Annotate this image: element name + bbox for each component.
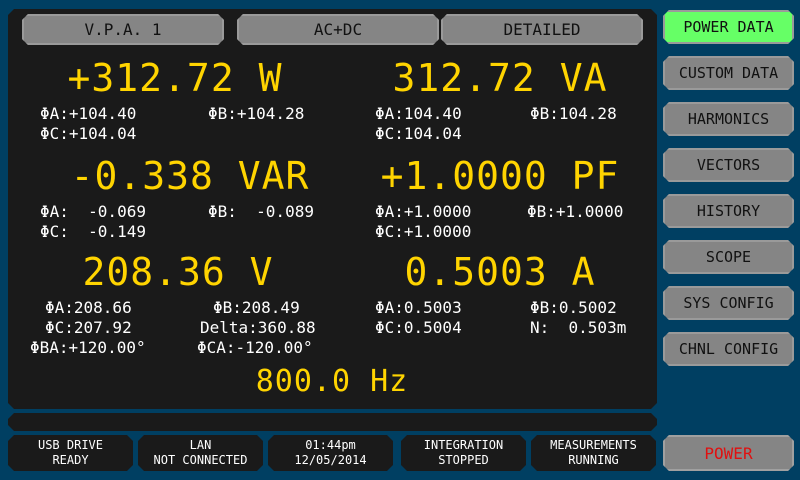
menu-chnl-config[interactable]: CHNL CONFIG <box>663 332 794 366</box>
amps-phase-c: ΦC:0.5004 <box>375 318 462 337</box>
status-date: 12/05/2014 <box>294 453 367 467</box>
amps-neutral: N: 0.503m <box>530 318 627 337</box>
var-phase-b: ΦB: -0.089 <box>208 202 314 221</box>
va-phase-b: ΦB:104.28 <box>530 104 617 123</box>
va-value: 312.72 VA <box>392 56 608 100</box>
status-clock: 01:44pm 12/05/2014 <box>268 435 393 471</box>
volts-phase-a: ΦA:208.66 <box>45 298 132 317</box>
status-measurements-state: RUNNING <box>568 453 619 467</box>
amps-phase-b: ΦB:0.5002 <box>530 298 617 317</box>
watts-value: +312.72 W <box>67 56 283 100</box>
volts-phase-b: ΦB:208.49 <box>213 298 300 317</box>
tab-view-mode[interactable]: DETAILED <box>441 14 643 45</box>
status-usb-state: READY <box>52 453 89 467</box>
pf-phase-c: ΦC:+1.0000 <box>375 222 472 241</box>
menu-scope[interactable]: SCOPE <box>663 240 794 274</box>
var-phase-a: ΦA: -0.069 <box>40 202 146 221</box>
status-usb: USB DRIVE READY <box>8 435 133 471</box>
pf-phase-a: ΦA:+1.0000 <box>375 202 472 221</box>
menu-power-data[interactable]: POWER DATA <box>663 10 794 44</box>
menu-custom-data[interactable]: CUSTOM DATA <box>663 56 794 90</box>
message-bar <box>8 413 657 431</box>
main-panel <box>8 9 657 409</box>
status-integration: INTEGRATION STOPPED <box>401 435 526 471</box>
watts-phase-c: ΦC:+104.04 <box>40 124 137 143</box>
amps-phase-a: ΦA:0.5003 <box>375 298 462 317</box>
status-lan: LAN NOT CONNECTED <box>138 435 263 471</box>
var-phase-c: ΦC: -0.149 <box>40 222 146 241</box>
va-phase-a: ΦA:104.40 <box>375 104 462 123</box>
status-usb-title: USB DRIVE <box>37 438 104 452</box>
tab-vpa[interactable]: V.P.A. 1 <box>22 14 224 45</box>
status-time: 01:44pm <box>305 438 356 452</box>
volts-value: 208.36 V <box>82 250 274 294</box>
status-measurements: MEASUREMENTS RUNNING <box>531 435 656 471</box>
status-integration-title: INTEGRATION <box>423 438 504 452</box>
amps-value: 0.5003 A <box>404 250 596 294</box>
watts-phase-a: ΦA:+104.40 <box>40 104 137 123</box>
power-button[interactable]: POWER <box>663 435 794 471</box>
status-lan-state: NOT CONNECTED <box>153 453 248 467</box>
tab-coupling[interactable]: AC+DC <box>237 14 439 45</box>
menu-vectors[interactable]: VECTORS <box>663 148 794 182</box>
volts-delta: Delta:360.88 <box>200 318 316 337</box>
menu-history[interactable]: HISTORY <box>663 194 794 228</box>
va-phase-c: ΦC:104.04 <box>375 124 462 143</box>
var-value: -0.338 VAR <box>70 154 310 198</box>
pf-value: +1.0000 PF <box>380 154 620 198</box>
watts-phase-b: ΦB:+104.28 <box>208 104 305 123</box>
pf-phase-b: ΦB:+1.0000 <box>527 202 624 221</box>
menu-sys-config[interactable]: SYS CONFIG <box>663 286 794 320</box>
status-integration-state: STOPPED <box>438 453 489 467</box>
volts-phase-c: ΦC:207.92 <box>45 318 132 337</box>
status-measurements-title: MEASUREMENTS <box>550 438 637 452</box>
frequency-value: 800.0 Hz <box>255 364 409 399</box>
status-lan-title: LAN <box>189 438 212 452</box>
menu-harmonics[interactable]: HARMONICS <box>663 102 794 136</box>
volts-angle-ba: ΦBA:+120.00° <box>30 338 146 357</box>
volts-angle-ca: ΦCA:-120.00° <box>197 338 313 357</box>
